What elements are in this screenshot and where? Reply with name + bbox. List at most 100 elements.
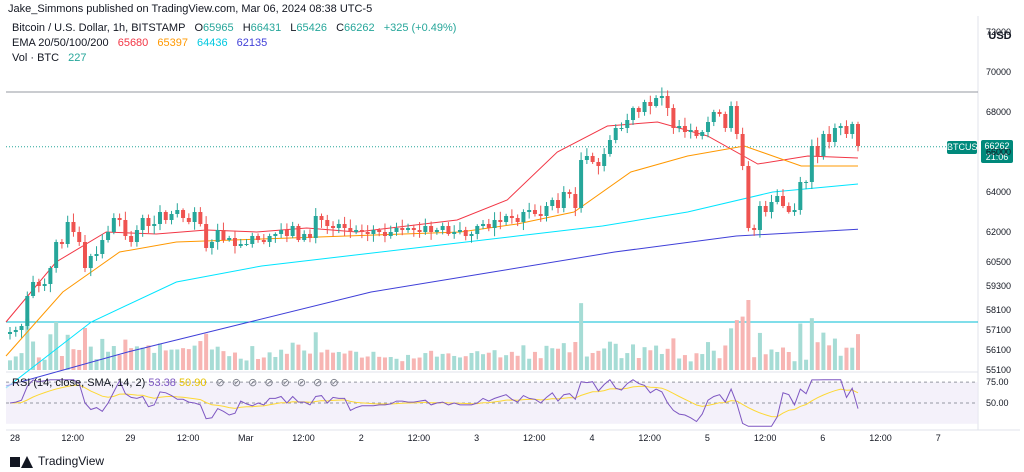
ema-legend-row[interactable]: EMA 20/50/100/200 65680 65397 64436 6213… — [12, 36, 456, 51]
candle-body — [100, 240, 105, 254]
candle-body — [475, 226, 480, 234]
candle-body — [504, 216, 509, 222]
volume-legend-row[interactable]: Vol · BTC 227 — [12, 51, 456, 66]
symbol-legend-row[interactable]: Bitcoin / U.S. Dollar, 1h, BITSTAMP O659… — [12, 21, 456, 36]
time-tick-label: 12:00 — [869, 433, 892, 443]
time-tick-label: 5 — [705, 433, 710, 443]
currency-label[interactable]: USD — [988, 30, 1012, 42]
candle-body — [325, 220, 330, 226]
volume-bar — [42, 359, 47, 370]
candle-body — [417, 230, 422, 232]
rsi-ma-value: 50.90 — [178, 377, 207, 389]
volume-value: 227 — [68, 52, 87, 64]
last-price-value: 66262 — [984, 141, 1010, 151]
volume-bar — [8, 360, 12, 370]
volume-bar — [723, 345, 728, 370]
bar-countdown: 21:06 — [985, 152, 1009, 162]
volume-bar — [71, 349, 76, 370]
candle-body — [8, 332, 12, 334]
volume-bar — [59, 355, 64, 370]
candle-body — [256, 236, 261, 240]
volume-bar — [746, 300, 751, 370]
price-tick-label: 70000 — [986, 67, 1011, 77]
candle-body — [515, 218, 520, 222]
volume-bar — [54, 321, 59, 370]
candle-body — [740, 134, 745, 166]
candle-body — [457, 230, 462, 232]
volume-bar — [740, 316, 745, 370]
time-tick-label: 12:00 — [408, 433, 431, 443]
tradingview-footer[interactable]: TradingView — [10, 454, 104, 468]
last-price-tag: 66262 21:06 — [981, 140, 1013, 163]
volume-bar — [763, 354, 768, 370]
volume-bar — [221, 351, 226, 370]
tradingview-logo-icon — [10, 455, 33, 468]
candle-body — [556, 200, 561, 208]
volume-bar — [77, 349, 82, 370]
candle-body — [111, 218, 116, 232]
volume-bar — [48, 334, 53, 370]
volume-bar — [117, 355, 122, 370]
price-axis: 72000 70000 68000 66000 64000 62000 60500 59300… — [986, 27, 1011, 375]
time-tick-label: 12:00 — [638, 433, 661, 443]
candle-body — [469, 234, 474, 236]
volume-bar — [527, 358, 532, 370]
rsi-line — [9, 378, 859, 427]
candle-body — [694, 130, 699, 136]
volume-bar — [492, 350, 497, 370]
volume-bar — [486, 352, 491, 370]
volume-bar — [602, 348, 607, 370]
rsi-hidden-icons: ⊘ ⊘ ⊘ ⊘ ⊘ ⊘ ⊘ ⊘ — [215, 377, 341, 389]
rsi-legend[interactable]: RSI (14, close, SMA, 14, 2) 53.38 50.90 … — [12, 376, 341, 389]
candle-body — [354, 230, 359, 232]
volume-bar — [325, 349, 330, 370]
volume-bar — [232, 352, 237, 370]
ema-50-line — [5, 145, 858, 357]
price-tick-label: 55100 — [986, 365, 1011, 375]
volume-bar — [106, 351, 111, 370]
volume-bar — [279, 349, 284, 370]
volume-bar — [140, 347, 145, 370]
volume-bar — [244, 360, 249, 370]
candle-body — [134, 230, 139, 242]
volume-bar — [515, 355, 520, 370]
horizontal-lines — [6, 91, 978, 323]
volume-bar — [152, 352, 157, 370]
volume-bar — [227, 356, 232, 370]
volume-bar — [25, 318, 30, 370]
candle-body — [163, 212, 168, 220]
candle-body — [596, 162, 601, 166]
volume-bar — [169, 349, 174, 370]
volume-bar — [163, 350, 168, 370]
price-tick-label: 58100 — [986, 305, 1011, 315]
volume-bar — [734, 320, 739, 370]
volume-bar — [850, 347, 855, 370]
volume-bar — [625, 353, 630, 370]
volume-bar — [550, 348, 555, 370]
volume-bar — [804, 359, 809, 370]
candle-body — [140, 218, 145, 230]
candle-body — [619, 128, 624, 129]
candle-body — [838, 126, 843, 128]
candle-body — [348, 228, 353, 232]
candle-body — [665, 96, 670, 108]
candle-body — [648, 102, 653, 106]
volume-bar — [273, 356, 278, 370]
candle-body — [613, 128, 618, 140]
price-tick-label: 64000 — [986, 187, 1011, 197]
volume-bar — [688, 361, 693, 370]
candle-body — [486, 224, 491, 228]
ema-label: EMA 20/50/100/200 — [12, 37, 109, 49]
candle-body — [319, 216, 324, 220]
volume-bar — [111, 346, 116, 370]
candle-body — [492, 220, 497, 228]
volume-bar — [682, 355, 687, 370]
volume-bar — [521, 345, 526, 370]
volume-bar — [382, 357, 387, 370]
volume-bar — [798, 323, 803, 370]
volume-bar — [359, 357, 364, 370]
ema-200-line — [5, 228, 859, 387]
candle-body — [290, 226, 295, 236]
candle-body — [36, 282, 41, 286]
